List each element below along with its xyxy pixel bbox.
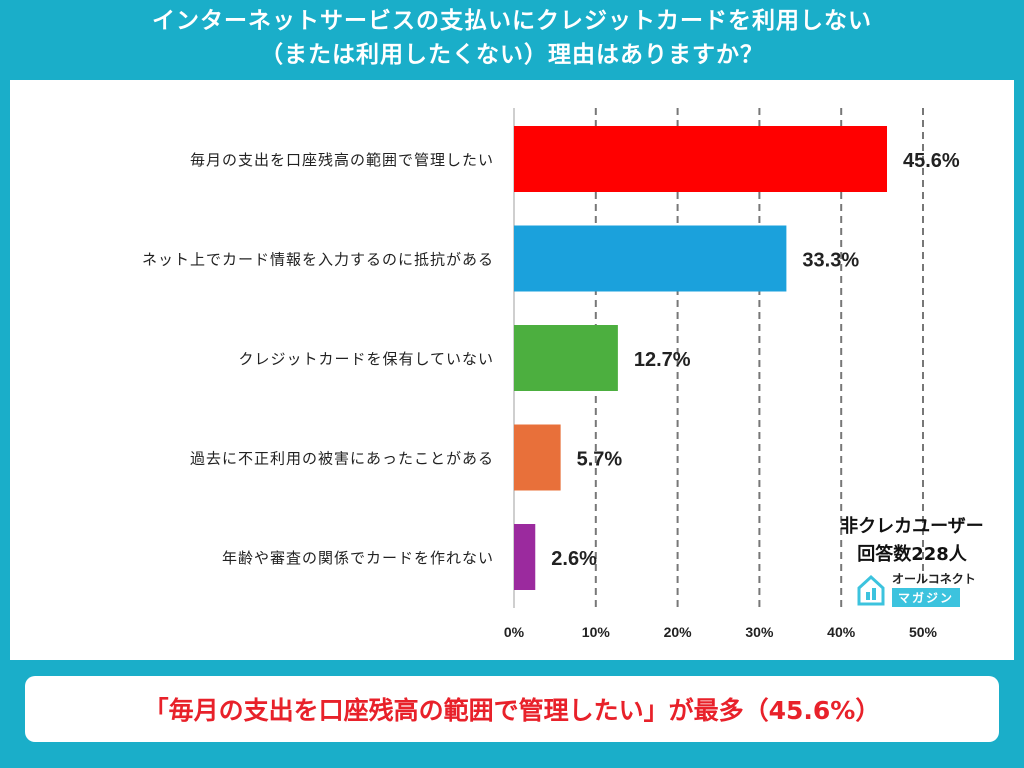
- x-tick-label-0: 0%: [504, 624, 525, 640]
- chart-title-line2: （または利用したくない）理由はありますか？: [260, 42, 764, 68]
- brand-logo-badge: マガジン: [892, 588, 961, 607]
- x-tick-label-50: 50%: [909, 624, 938, 640]
- x-tick-label-30: 30%: [745, 624, 774, 640]
- x-tick-label-10: 10%: [582, 624, 611, 640]
- category-label-4: 過去に不正利用の被害にあったことがある: [190, 450, 494, 468]
- bar-4: [514, 424, 561, 491]
- chart-title-line1: インターネットサービスの支払いにクレジットカードを利用しない: [152, 8, 872, 34]
- bar-chart: 毎月の支出を口座残高の範囲で管理したい 45.6% ネット上でカード情報を入力するの…: [142, 108, 960, 640]
- summary-box: 「毎月の支出を口座残高の範囲で管理したい」が最多（45.6%）: [25, 676, 999, 742]
- chart-title: インターネットサービスの支払いにクレジットカードを利用しない （または利用したく…: [0, 4, 1024, 72]
- x-tick-label-40: 40%: [827, 624, 856, 640]
- house-logo-icon: [857, 574, 885, 606]
- value-label-4: 5.7%: [577, 449, 623, 471]
- category-label-1: 毎月の支出を口座残高の範囲で管理したい: [190, 151, 494, 169]
- bar-3: [514, 325, 618, 391]
- bar-2: [514, 225, 787, 292]
- value-label-2: 33.3%: [802, 250, 859, 272]
- value-label-1: 45.6%: [903, 150, 960, 172]
- bar-5: [514, 524, 536, 590]
- chart-panel: 毎月の支出を口座残高の範囲で管理したい 45.6% ネット上でカード情報を入力するの…: [10, 80, 1014, 660]
- value-label-3: 12.7%: [634, 349, 691, 371]
- category-label-5: 年齢や審査の関係でカードを作れない: [222, 549, 494, 567]
- value-label-5: 2.6%: [551, 548, 597, 570]
- bar-1: [514, 126, 888, 192]
- sample-note-line2: 回答数228人: [857, 544, 967, 565]
- brand-logo: オールコネクト マガジン: [856, 570, 986, 614]
- category-label-3: クレジットカードを保有していない: [238, 350, 494, 368]
- category-label-2: ネット上でカード情報を入力するのに抵抗がある: [142, 251, 494, 269]
- summary-text: 「毎月の支出を口座残高の範囲で管理したい」が最多（45.6%）: [143, 696, 881, 725]
- sample-note-line1: 非クレカユーザー: [840, 516, 984, 537]
- x-tick-label-20: 20%: [664, 624, 693, 640]
- brand-logo-name: オールコネクト: [892, 572, 976, 586]
- sample-note: 非クレカユーザー 回答数228人: [822, 513, 1002, 569]
